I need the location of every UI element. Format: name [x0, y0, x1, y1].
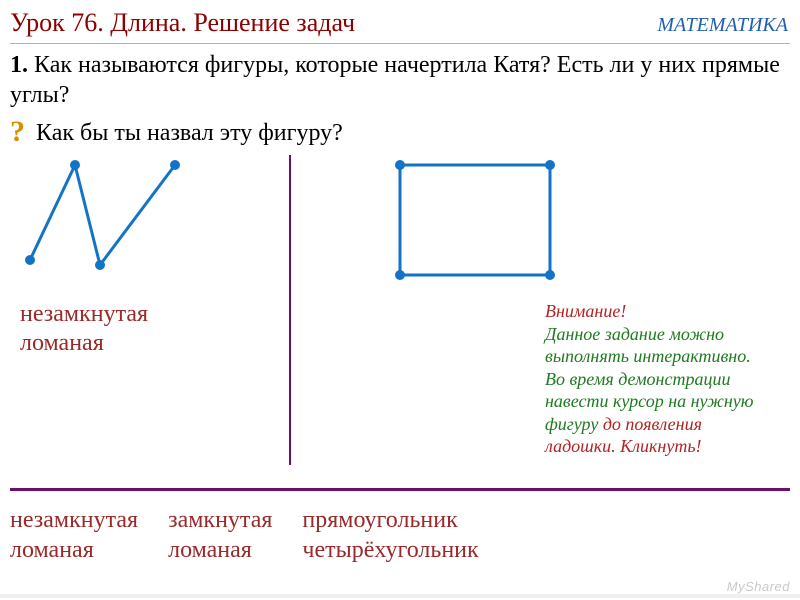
- question-1-text: Как называются фигуры, которые начертила…: [10, 52, 780, 108]
- lesson-title: Урок 76. Длина. Решение задач: [10, 8, 355, 38]
- notice-line6b: до появления: [598, 414, 702, 434]
- notice-block: Внимание! Данное задание можно выполнять…: [545, 300, 792, 458]
- notice-line6: фигуру: [545, 414, 598, 434]
- footer-line: [0, 594, 800, 598]
- question-2-text: Как бы ты назвал эту фигуру?: [36, 120, 343, 146]
- notice-line4: Во время демонстрации: [545, 369, 730, 389]
- answer-2-line2: ломаная: [168, 537, 252, 563]
- notice-line7: ладошки. Кликнуть!: [545, 436, 702, 456]
- answer-1-line2: ломаная: [10, 537, 94, 563]
- answer-3: прямоугольник: [302, 507, 457, 533]
- lesson-title-text: Урок 76. Длина. Решение задач: [10, 8, 355, 37]
- answer-2[interactable]: замкнутая ломаная: [168, 505, 272, 565]
- answer-row: незамкнутая ломаная замкнутая ломаная пр…: [10, 505, 790, 565]
- subject-text: МАТЕМАТИКА: [657, 14, 788, 36]
- notice-line2: Данное задание можно: [545, 324, 724, 344]
- answer-1-line1: незамкнутая: [10, 507, 138, 533]
- question-mark-icon: ?: [10, 115, 25, 149]
- watermark: MyShared: [727, 579, 790, 594]
- figure1-label-line2: ломаная: [20, 330, 104, 356]
- question-2: Как бы ты назвал эту фигуру?: [36, 120, 343, 147]
- answer-1[interactable]: незамкнутая ломаная: [10, 505, 138, 565]
- figure1-label: незамкнутая ломаная: [20, 300, 148, 358]
- question-number: 1.: [10, 52, 28, 78]
- subject-label: МАТЕМАТИКА: [657, 14, 788, 37]
- notice-line5: навести курсор на нужную: [545, 391, 753, 411]
- answer-34[interactable]: прямоугольник четырёхугольник: [302, 505, 478, 565]
- bottom-divider: [10, 488, 790, 491]
- figure1-label-line1: незамкнутая: [20, 301, 148, 327]
- answer-2-line1: замкнутая: [168, 507, 272, 533]
- notice-line3: выполнять интерактивно.: [545, 346, 751, 366]
- top-divider: [10, 43, 790, 44]
- notice-line1: Внимание!: [545, 301, 626, 321]
- question-1: 1. Как называются фигуры, которые начерт…: [10, 50, 790, 110]
- answer-4: четырёхугольник: [302, 537, 478, 563]
